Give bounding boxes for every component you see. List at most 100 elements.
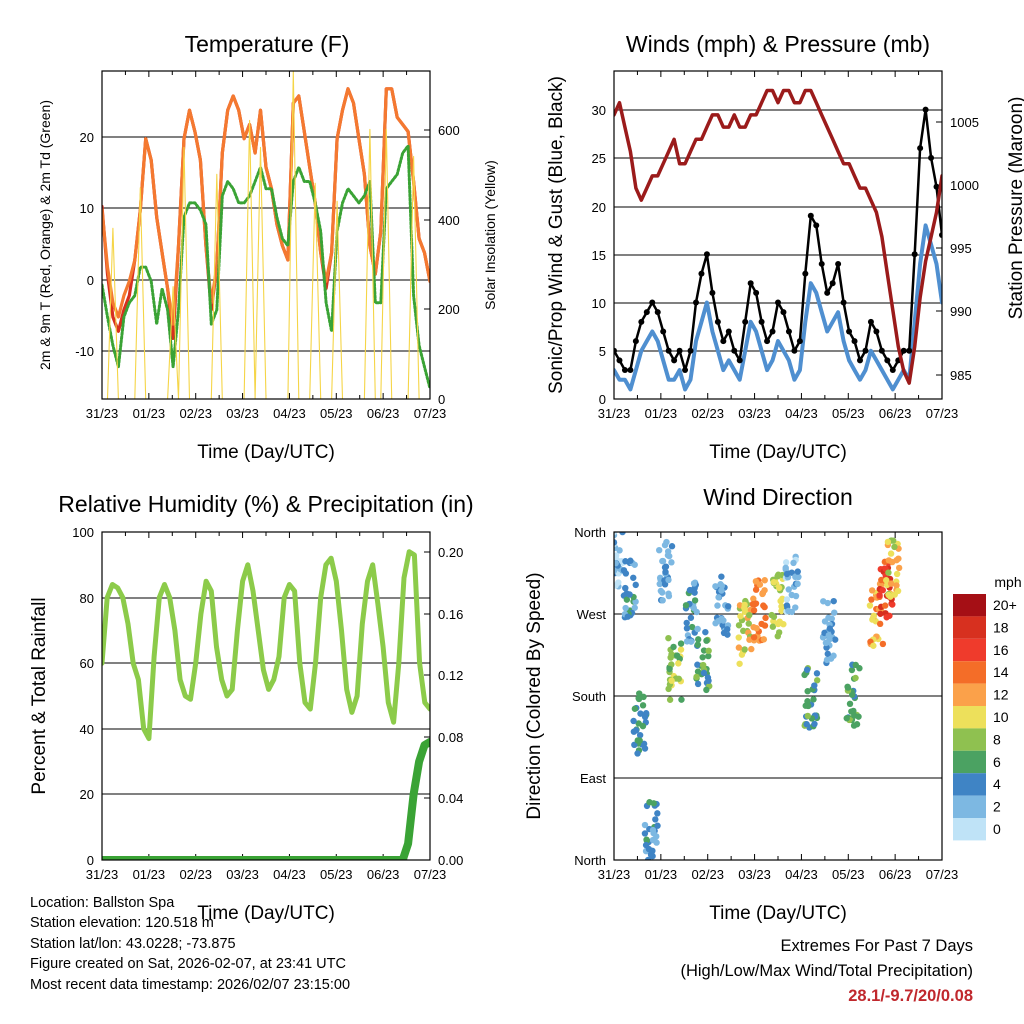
direction-point xyxy=(705,677,712,684)
x-tick-label: 02/23 xyxy=(691,406,724,421)
plot-frame xyxy=(613,531,943,861)
direction-point xyxy=(683,619,690,627)
direction-point xyxy=(736,660,743,667)
gust-point xyxy=(922,106,929,113)
direction-point xyxy=(895,564,903,572)
recent-timestamp: Most recent data timestamp: 2026/02/07 2… xyxy=(30,976,351,993)
direction-point xyxy=(662,568,669,576)
gust-point xyxy=(720,338,727,345)
direction-point xyxy=(694,680,702,688)
direction-point xyxy=(614,552,620,559)
direction-point xyxy=(737,612,744,620)
legend-label: 2 xyxy=(993,799,1001,815)
gust-point xyxy=(802,270,809,277)
direction-point xyxy=(890,537,897,544)
direction-point xyxy=(813,670,821,677)
x-axis-label: Time (Day/UTC) xyxy=(709,442,847,463)
direction-point xyxy=(668,677,675,684)
x-tick-label: 05/23 xyxy=(832,406,865,421)
direction-point xyxy=(853,721,861,728)
gust-point xyxy=(829,280,836,287)
direction-point xyxy=(855,713,862,720)
direction-point xyxy=(782,559,790,566)
direction-point xyxy=(717,581,724,588)
direction-point xyxy=(677,640,685,647)
direction-point xyxy=(831,609,838,616)
y-tick-label: West xyxy=(577,607,607,622)
direction-point xyxy=(811,720,818,728)
direction-point xyxy=(614,560,619,567)
direction-point xyxy=(792,604,799,611)
y2-tick-label: 400 xyxy=(438,213,460,228)
chart-panel-2: Winds (mph) & Pressure (mb)3025201510501… xyxy=(546,31,1024,463)
gust-point xyxy=(900,347,907,354)
gust-point xyxy=(807,212,814,219)
direction-point xyxy=(762,614,769,622)
direction-point xyxy=(665,592,673,600)
direction-point xyxy=(761,577,768,584)
direction-point xyxy=(775,629,783,636)
direction-point xyxy=(634,750,641,757)
direction-point xyxy=(642,841,650,849)
series-2m-td xyxy=(102,144,430,390)
direction-point xyxy=(741,608,749,616)
direction-point xyxy=(630,717,637,725)
legend-swatch xyxy=(953,728,986,751)
x-tick-label: 31/23 xyxy=(598,867,631,882)
direction-point xyxy=(848,666,856,674)
direction-point xyxy=(891,543,898,551)
direction-point xyxy=(770,613,778,620)
direction-point xyxy=(677,646,685,653)
direction-point xyxy=(820,598,827,605)
y-tick-label: 25 xyxy=(592,151,606,166)
direction-point xyxy=(675,675,683,682)
legend-swatch xyxy=(953,638,986,662)
y-tick-label: 0 xyxy=(599,392,606,407)
direction-point xyxy=(632,581,639,589)
direction-point xyxy=(670,643,677,651)
x-tick-label: 07/23 xyxy=(926,406,959,421)
direction-point xyxy=(649,847,656,855)
gust-point xyxy=(643,309,650,316)
direction-point xyxy=(673,652,681,659)
gust-point xyxy=(649,299,656,306)
gust-point xyxy=(796,338,803,345)
direction-point xyxy=(876,592,883,599)
x-tick-label: 01/23 xyxy=(133,406,166,421)
station-elevation: Station elevation: 120.518 m xyxy=(30,915,214,932)
gust-point xyxy=(682,367,689,374)
legend-swatch xyxy=(953,683,986,706)
direction-point xyxy=(889,601,896,608)
direction-point xyxy=(885,569,892,576)
direction-point xyxy=(712,583,719,590)
direction-point xyxy=(735,634,742,641)
y2-tick-label: 0.12 xyxy=(438,668,463,683)
direction-point xyxy=(894,587,902,595)
direction-point xyxy=(785,607,792,615)
gust-point xyxy=(698,270,705,277)
direction-point xyxy=(620,567,628,574)
direction-point xyxy=(830,597,837,605)
legend-label: 0 xyxy=(993,821,1001,837)
direction-point xyxy=(624,613,632,620)
gust-point xyxy=(884,357,891,364)
direction-point xyxy=(794,568,801,575)
direction-point xyxy=(745,620,752,627)
direction-point xyxy=(883,614,890,621)
direction-point xyxy=(703,637,710,644)
direction-point xyxy=(614,567,618,574)
direction-point xyxy=(881,602,889,609)
direction-point xyxy=(653,839,660,846)
y2-tick-label: 0 xyxy=(438,392,445,407)
direction-point xyxy=(666,696,674,703)
direction-point xyxy=(884,538,892,546)
direction-point xyxy=(668,543,676,550)
plot-frame xyxy=(613,70,943,400)
direction-point xyxy=(750,595,757,602)
gust-point xyxy=(693,299,699,306)
y-tick-label: 15 xyxy=(592,248,606,263)
legend-swatch xyxy=(953,661,986,684)
direction-point xyxy=(778,607,785,615)
direction-point xyxy=(803,721,810,728)
y-tick-label: -10 xyxy=(75,344,94,359)
